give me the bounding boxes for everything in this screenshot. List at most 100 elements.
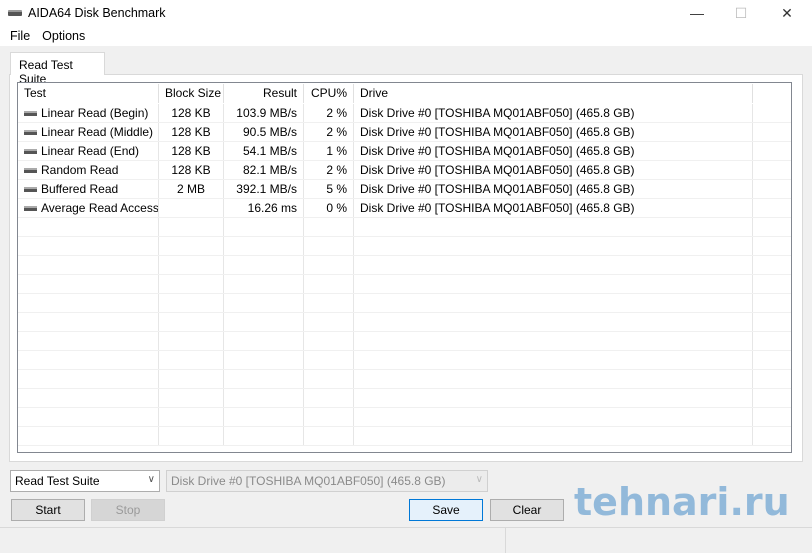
grid-line bbox=[18, 331, 791, 332]
cell-empty bbox=[304, 427, 354, 446]
column-test[interactable]: Test bbox=[18, 84, 159, 103]
column-drive[interactable]: Drive bbox=[354, 84, 753, 103]
test-name: Linear Read (Begin) bbox=[41, 106, 149, 120]
cell-empty bbox=[304, 389, 354, 408]
results-list[interactable]: Test Block Size Result CPU% Drive Linear… bbox=[17, 82, 792, 453]
cell-test: Linear Read (End) bbox=[18, 142, 159, 161]
cell-cpu: 2 % bbox=[304, 123, 354, 142]
empty-row bbox=[18, 332, 791, 351]
cell-block bbox=[159, 199, 224, 218]
empty-row bbox=[18, 256, 791, 275]
empty-row bbox=[18, 294, 791, 313]
table-row[interactable]: Average Read Access 16.26 ms 0 % Disk Drive… bbox=[18, 199, 791, 218]
empty-row bbox=[18, 313, 791, 332]
save-button[interactable]: Save bbox=[409, 499, 483, 521]
disk-icon bbox=[24, 149, 37, 155]
cell-empty bbox=[304, 313, 354, 332]
cell-empty bbox=[224, 332, 304, 351]
cell-drive: Disk Drive #0 [TOSHIBA MQ01ABF050] (465.… bbox=[354, 199, 753, 218]
cell-empty bbox=[18, 256, 159, 275]
cell-empty bbox=[753, 427, 791, 446]
cell-empty bbox=[224, 351, 304, 370]
cell-empty bbox=[159, 427, 224, 446]
cell-test: Average Read Access bbox=[18, 199, 159, 218]
cell-empty bbox=[354, 408, 753, 427]
chevron-down-icon: ∨ bbox=[147, 474, 155, 485]
cell-empty bbox=[753, 237, 791, 256]
cell-empty bbox=[354, 275, 753, 294]
empty-row bbox=[18, 408, 791, 427]
column-block-size[interactable]: Block Size bbox=[159, 84, 224, 103]
cell-empty bbox=[159, 275, 224, 294]
table-row[interactable]: Linear Read (Begin) 128 KB 103.9 MB/s 2 % Di… bbox=[18, 104, 791, 123]
cell-cpu: 5 % bbox=[304, 180, 354, 199]
cell-empty bbox=[354, 294, 753, 313]
stop-button[interactable]: Stop bbox=[91, 499, 165, 521]
cell-block: 128 KB bbox=[159, 123, 224, 142]
table-row[interactable]: Linear Read (End) 128 KB 54.1 MB/s 1 % Disk … bbox=[18, 142, 791, 161]
cell-drive: Disk Drive #0 [TOSHIBA MQ01ABF050] (465.… bbox=[354, 161, 753, 180]
close-button[interactable]: ✕ bbox=[781, 4, 793, 21]
cell-empty bbox=[18, 275, 159, 294]
column-cpu[interactable]: CPU% bbox=[304, 84, 354, 103]
drive-select-value: Disk Drive #0 [TOSHIBA MQ01ABF050] (465.… bbox=[171, 474, 446, 488]
cell-empty bbox=[304, 237, 354, 256]
menu-options[interactable]: Options bbox=[42, 29, 86, 43]
cell-empty bbox=[224, 408, 304, 427]
cell-empty bbox=[224, 389, 304, 408]
empty-row bbox=[18, 275, 791, 294]
cell-result: 392.1 MB/s bbox=[224, 180, 304, 199]
empty-row bbox=[18, 218, 791, 237]
grid-line bbox=[18, 274, 791, 275]
grid-line bbox=[18, 445, 791, 446]
minimize-button[interactable]: — bbox=[690, 5, 704, 21]
cell-empty bbox=[18, 332, 159, 351]
cell-block: 2 MB bbox=[159, 180, 224, 199]
cell-block: 128 KB bbox=[159, 161, 224, 180]
cell-result: 82.1 MB/s bbox=[224, 161, 304, 180]
watermark: tehnari.ru bbox=[574, 480, 790, 524]
cell-result: 16.26 ms bbox=[224, 199, 304, 218]
cell-empty bbox=[753, 218, 791, 237]
grid-line bbox=[18, 407, 791, 408]
cell-empty bbox=[159, 351, 224, 370]
table-row[interactable]: Linear Read (Middle) 128 KB 90.5 MB/s 2 % Di… bbox=[18, 123, 791, 142]
cell-empty bbox=[753, 199, 791, 218]
cell-empty bbox=[159, 313, 224, 332]
status-bar bbox=[0, 527, 812, 553]
grid-line bbox=[18, 179, 791, 180]
cell-empty bbox=[304, 256, 354, 275]
cell-empty bbox=[159, 237, 224, 256]
cell-empty bbox=[224, 275, 304, 294]
cell-block: 128 KB bbox=[159, 142, 224, 161]
disk-icon bbox=[24, 168, 37, 174]
cell-cpu: 0 % bbox=[304, 199, 354, 218]
cell-empty bbox=[18, 237, 159, 256]
disk-icon bbox=[8, 10, 22, 16]
start-button[interactable]: Start bbox=[11, 499, 85, 521]
cell-empty bbox=[304, 351, 354, 370]
suite-select[interactable]: Read Test Suite ∨ bbox=[10, 470, 160, 492]
drive-select[interactable]: Disk Drive #0 [TOSHIBA MQ01ABF050] (465.… bbox=[166, 470, 488, 492]
cell-empty bbox=[18, 427, 159, 446]
column-result[interactable]: Result bbox=[224, 84, 304, 103]
grid-line bbox=[18, 122, 791, 123]
table-row[interactable]: Random Read 128 KB 82.1 MB/s 2 % Disk Drive … bbox=[18, 161, 791, 180]
grid-line bbox=[18, 141, 791, 142]
cell-empty bbox=[354, 218, 753, 237]
cell-result: 103.9 MB/s bbox=[224, 104, 304, 123]
cell-empty bbox=[159, 218, 224, 237]
disk-icon bbox=[24, 130, 37, 136]
cell-test: Random Read bbox=[18, 161, 159, 180]
menu-file[interactable]: File bbox=[10, 29, 31, 43]
empty-row bbox=[18, 237, 791, 256]
grid-line bbox=[18, 426, 791, 427]
clear-button[interactable]: Clear bbox=[490, 499, 564, 521]
grid-line bbox=[18, 198, 791, 199]
cell-result: 90.5 MB/s bbox=[224, 123, 304, 142]
grid-line bbox=[18, 293, 791, 294]
tab-read-test-suite[interactable]: Read Test Suite bbox=[10, 52, 105, 86]
table-row[interactable]: Buffered Read 2 MB 392.1 MB/s 5 % Disk Drive… bbox=[18, 180, 791, 199]
maximize-button[interactable]: ☐ bbox=[734, 4, 748, 21]
cell-test: Linear Read (Middle) bbox=[18, 123, 159, 142]
